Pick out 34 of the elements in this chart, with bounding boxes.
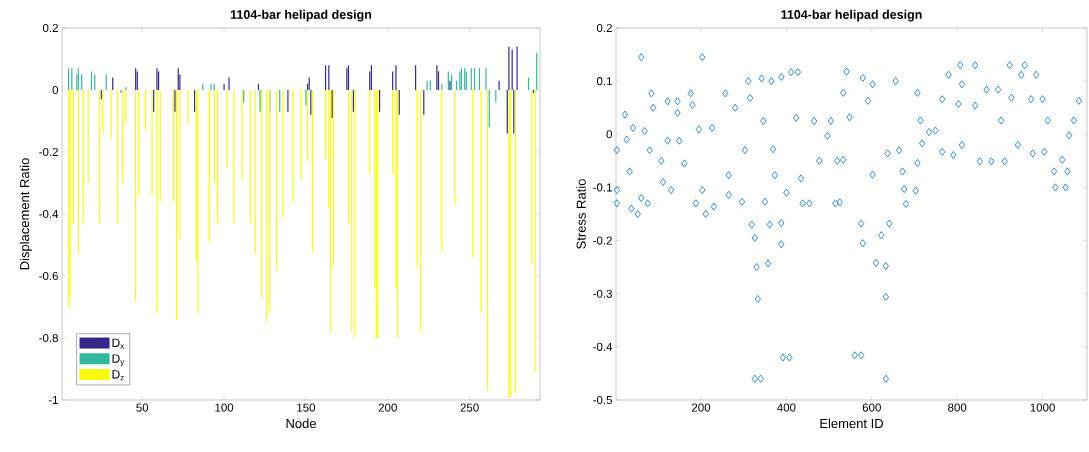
x-tick-label: 800: [948, 403, 967, 412]
y-tick-label: 0.2: [42, 23, 58, 33]
y-tick-label: -0.6: [39, 271, 58, 281]
y-tick-label: -0.1: [593, 183, 612, 192]
legend-label: D$_{y}$: [112, 354, 125, 367]
x-tick-label: 50: [136, 403, 149, 412]
chart-title: 1104-bar helipad design: [230, 9, 372, 22]
y-tick-label: 0: [606, 130, 613, 139]
y-axis-title: Displacement Ratio: [19, 158, 32, 270]
x-tick-label: 250: [460, 403, 479, 412]
x-axis-title: Element ID: [820, 418, 884, 429]
x-tick-label: 200: [691, 403, 711, 412]
y-tick-label: -0.4: [593, 342, 613, 351]
y-tick-label: 0.1: [596, 77, 612, 86]
y-axis-title: Stress Ratio: [576, 179, 586, 249]
y-tick-label: -0.8: [39, 333, 58, 343]
x-tick-label: 600: [862, 403, 881, 412]
y-tick-label: 0.2: [596, 23, 612, 33]
y-tick-label: -0.5: [593, 395, 612, 405]
x-tick-label: 1000: [1030, 403, 1055, 412]
y-tick-label: -0.2: [39, 147, 58, 157]
x-tick-label: 400: [777, 403, 796, 412]
x-tick-label: 100: [215, 403, 234, 412]
y-tick-label: -1: [48, 396, 58, 404]
legend-label: D$_{z}$: [112, 370, 124, 381]
y-tick-label: -0.3: [593, 289, 612, 298]
x-axis-title: Node: [286, 418, 316, 429]
y-tick-label: -0.2: [593, 236, 612, 245]
legend-label: D$_{x}$: [112, 338, 125, 349]
y-tick-label: 0: [52, 85, 59, 95]
x-tick-label: 200: [378, 403, 397, 412]
y-tick-label: -0.4: [39, 209, 59, 219]
chart-title: 1104-bar helipad design: [781, 9, 922, 22]
x-tick-label: 150: [297, 403, 316, 412]
